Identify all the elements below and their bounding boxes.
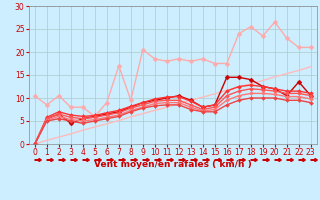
X-axis label: Vent moyen/en rafales ( km/h ): Vent moyen/en rafales ( km/h ) (94, 160, 252, 169)
